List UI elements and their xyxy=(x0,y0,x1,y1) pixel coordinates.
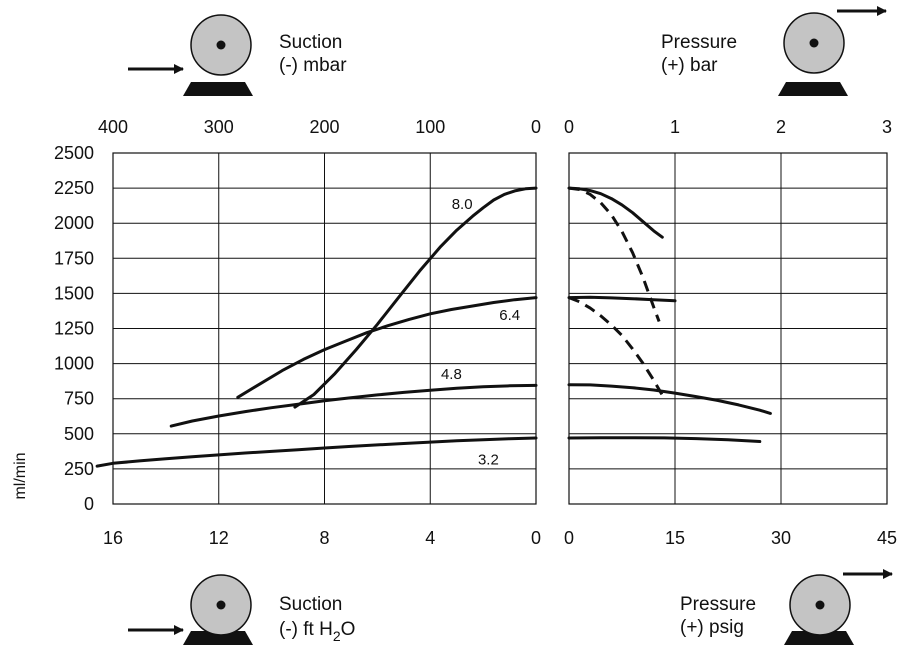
y-tick-label: 1750 xyxy=(54,248,94,268)
series-curve-6-4 xyxy=(236,296,538,399)
pump-hub xyxy=(815,600,825,610)
pump-base xyxy=(778,82,848,96)
top-x-tick-label: 1 xyxy=(670,117,680,137)
y-tick-label: 1500 xyxy=(54,283,94,303)
bottom-x-tick-label: 45 xyxy=(877,528,897,548)
bottom-x-tick-label: 16 xyxy=(103,528,123,548)
series-curve-8-0 xyxy=(567,186,664,239)
y-tick-label: 750 xyxy=(64,389,94,409)
suction-bottom-label-suffix: O xyxy=(341,619,356,640)
suction-bottom-label-prefix: (-) ft H xyxy=(279,619,333,640)
grid-layer xyxy=(112,152,888,505)
pressure-top-label-line1: Pressure xyxy=(661,32,737,53)
top-x-tick-label: 3 xyxy=(882,117,892,137)
series-label-4-8: 4.8 xyxy=(441,366,462,383)
series-curve-4-8 xyxy=(567,383,772,415)
series-curve-6-4-dashed xyxy=(568,296,666,400)
suction-bottom-label-subscript: 2 xyxy=(333,628,341,644)
suction-top-label-line2: (-) mbar xyxy=(279,55,347,76)
top-x-tick-label: 400 xyxy=(98,117,128,137)
bottom-x-tick-label: 0 xyxy=(564,528,574,548)
y-tick-label: 0 xyxy=(84,494,94,514)
suction-bottom-label-line2: (-) ft H2O xyxy=(279,619,355,644)
bottom-x-tick-label: 0 xyxy=(531,528,541,548)
y-tick-label: 2000 xyxy=(54,213,94,233)
series-curve-4-8 xyxy=(169,383,538,428)
suction-top-label-line1: Suction xyxy=(279,32,342,53)
top-x-tick-label: 100 xyxy=(415,117,445,137)
suction-bottom-pump-icon xyxy=(128,574,253,645)
bottom-x-tick-label: 4 xyxy=(425,528,435,548)
pump-hub xyxy=(216,40,226,50)
series-label-8-0: 8.0 xyxy=(452,196,473,213)
y-tick-label: 250 xyxy=(64,459,94,479)
top-x-tick-label: 0 xyxy=(564,117,574,137)
pump-hub xyxy=(809,38,819,48)
y-tick-label: 2250 xyxy=(54,178,94,198)
pressure-top-pump-icon xyxy=(778,6,887,96)
bottom-x-tick-label: 12 xyxy=(209,528,229,548)
series-label-layer: 8.0 6.4 4.8 3.2 xyxy=(441,196,520,469)
series-label-6-4: 6.4 xyxy=(499,307,520,324)
bottom-x-tick-label: 30 xyxy=(771,528,791,548)
y-tick-label: 2500 xyxy=(54,143,94,163)
suction-bottom-label-line1: Suction xyxy=(279,594,342,615)
series-layer xyxy=(95,186,772,468)
top-x-tick-label: 0 xyxy=(531,117,541,137)
top-x-tick-label: 200 xyxy=(309,117,339,137)
y-tick-label: 1250 xyxy=(54,319,94,339)
pump-base xyxy=(183,82,253,96)
series-curve-8-0-dashed xyxy=(568,186,661,323)
pressure-bottom-label-line1: Pressure xyxy=(680,594,756,615)
series-curve-3-2 xyxy=(95,436,538,468)
series-label-3-2: 3.2 xyxy=(478,452,499,469)
series-curve-6-4 xyxy=(567,295,677,303)
tick-layer: 0250500750100012501500175020002250250040… xyxy=(54,117,897,548)
y-tick-label: 1000 xyxy=(54,354,94,374)
pressure-bottom-label-line2: (+) psig xyxy=(680,617,744,638)
bottom-x-tick-label: 15 xyxy=(665,528,685,548)
top-x-tick-label: 300 xyxy=(204,117,234,137)
bottom-x-tick-label: 8 xyxy=(319,528,329,548)
series-curve-3-2 xyxy=(567,436,762,443)
suction-top-pump-icon xyxy=(128,14,253,96)
pump-hub xyxy=(216,600,226,610)
y-tick-label: 500 xyxy=(64,424,94,444)
pressure-bottom-pump-icon xyxy=(784,569,893,645)
pressure-top-label-line2: (+) bar xyxy=(661,55,718,76)
y-axis-label: ml/min xyxy=(12,452,29,499)
series-curve-8-0 xyxy=(293,186,538,409)
pump-base xyxy=(183,631,253,645)
pump-base xyxy=(784,631,854,645)
top-x-tick-label: 2 xyxy=(776,117,786,137)
